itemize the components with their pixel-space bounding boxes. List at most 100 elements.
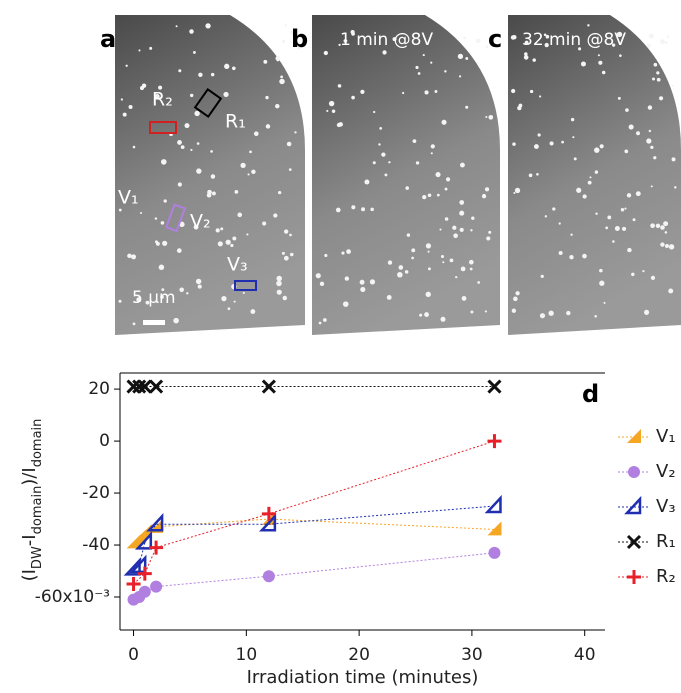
marker xyxy=(123,557,141,576)
dot xyxy=(122,112,127,117)
marker xyxy=(484,494,502,514)
dot xyxy=(246,233,249,236)
dot xyxy=(548,310,554,316)
marker xyxy=(126,534,141,549)
dot xyxy=(388,161,391,164)
dot xyxy=(289,233,292,237)
dot xyxy=(297,45,301,50)
marker xyxy=(259,513,277,532)
dot xyxy=(194,110,200,117)
dot xyxy=(125,64,128,67)
dot xyxy=(404,270,409,274)
dot xyxy=(587,180,592,185)
dot xyxy=(544,215,548,218)
marker xyxy=(488,546,501,559)
dot xyxy=(543,33,547,37)
dot xyxy=(224,63,230,69)
dot xyxy=(653,156,657,160)
dot xyxy=(533,144,539,150)
dot xyxy=(540,274,544,278)
dot xyxy=(650,275,656,280)
series-line xyxy=(133,552,495,601)
dot xyxy=(424,90,429,95)
dot xyxy=(514,187,521,194)
dot xyxy=(290,252,294,257)
marker xyxy=(137,524,152,539)
dot xyxy=(607,215,612,220)
dot xyxy=(361,207,366,212)
marker xyxy=(137,566,152,581)
dot xyxy=(276,58,280,62)
panel-letter: c xyxy=(488,25,502,53)
dot xyxy=(278,191,282,195)
dot xyxy=(644,309,650,315)
dot xyxy=(580,61,586,67)
dot xyxy=(211,191,216,196)
dot xyxy=(233,300,236,303)
dot xyxy=(636,131,640,136)
dot xyxy=(343,39,348,43)
y-axis-label: (IDW-Idomain)/Idomain xyxy=(19,419,45,582)
dot xyxy=(158,85,163,90)
dot xyxy=(650,145,654,150)
panel-letter: b xyxy=(291,25,308,53)
dot xyxy=(217,241,223,247)
dot xyxy=(648,129,652,133)
dot xyxy=(230,243,234,248)
region-box xyxy=(149,121,177,134)
dot xyxy=(178,69,182,73)
dot xyxy=(189,29,194,34)
dot xyxy=(210,150,213,153)
dot xyxy=(549,141,554,146)
marker xyxy=(627,570,641,584)
dot xyxy=(536,172,539,176)
dot xyxy=(179,221,185,227)
y-axis-label-part: -I xyxy=(19,534,40,546)
y-axis-label-part: )/I xyxy=(19,467,40,485)
panel-letter: a xyxy=(100,25,116,53)
dot xyxy=(198,72,203,78)
dot xyxy=(444,187,448,191)
marker xyxy=(487,521,502,536)
dot xyxy=(485,115,488,119)
dot xyxy=(279,78,285,85)
dot xyxy=(196,142,200,145)
dot xyxy=(370,207,374,212)
dot xyxy=(435,171,441,178)
dot xyxy=(430,152,433,155)
region-box xyxy=(164,203,187,233)
dot xyxy=(234,189,239,194)
dot xyxy=(379,127,383,130)
dot xyxy=(186,292,189,295)
dot xyxy=(436,193,440,197)
marker xyxy=(261,379,276,394)
dot xyxy=(486,236,491,241)
dot xyxy=(518,103,523,108)
dot xyxy=(660,242,665,247)
marker xyxy=(628,466,640,478)
marker xyxy=(146,513,164,532)
dot xyxy=(337,84,342,88)
dot xyxy=(628,124,634,130)
marker xyxy=(262,570,275,583)
panel-caption: 1 min @8V xyxy=(340,30,433,50)
dot xyxy=(471,216,475,220)
dot xyxy=(599,268,603,273)
dot xyxy=(346,249,351,254)
dot xyxy=(372,161,376,165)
dot xyxy=(350,29,355,35)
dot xyxy=(427,267,431,271)
dot xyxy=(668,244,675,250)
dot xyxy=(422,194,427,200)
dot xyxy=(276,275,282,282)
dot xyxy=(411,248,416,253)
dot xyxy=(240,162,246,169)
dot xyxy=(132,322,136,326)
dot xyxy=(359,279,365,285)
dot xyxy=(656,71,660,75)
marker xyxy=(137,379,152,394)
dot xyxy=(460,266,466,272)
dot xyxy=(617,96,621,100)
dot xyxy=(597,54,600,57)
dot xyxy=(440,316,446,322)
